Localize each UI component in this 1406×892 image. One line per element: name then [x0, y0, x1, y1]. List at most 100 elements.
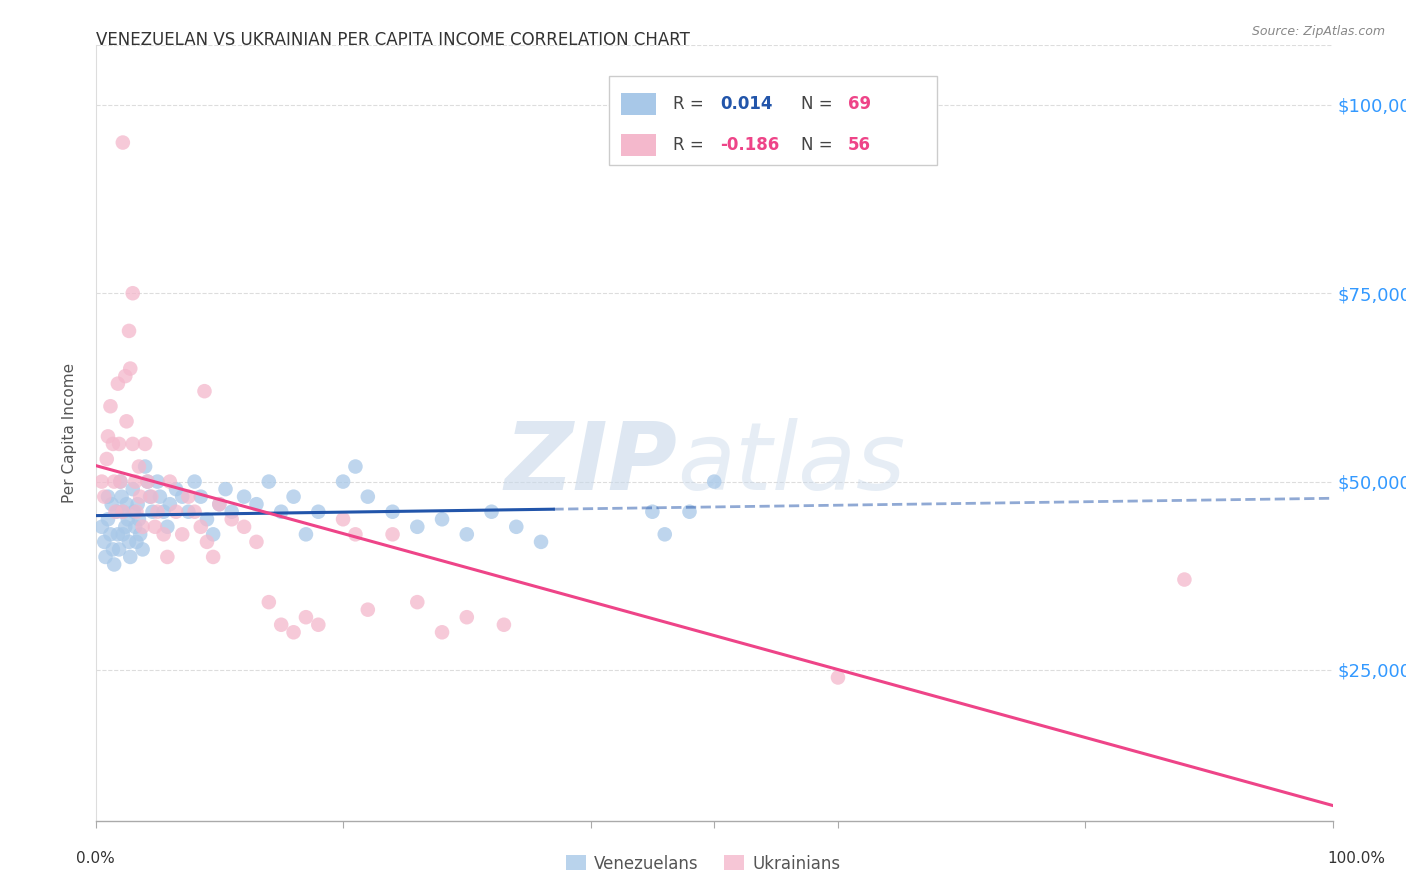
Point [202, 549, 225, 564]
Text: 0.014: 0.014 [720, 95, 773, 113]
Text: Source: ZipAtlas.com: Source: ZipAtlas.com [1251, 25, 1385, 38]
Point [97, 429, 120, 443]
Point [110, 475, 132, 489]
Point [270, 617, 292, 632]
Point [159, 475, 181, 489]
Point [195, 512, 218, 526]
Point [104, 505, 127, 519]
Point [129, 490, 152, 504]
Point [139, 490, 162, 504]
Point [143, 520, 166, 534]
Point [208, 497, 231, 511]
Point [107, 527, 129, 541]
Point [93, 490, 115, 504]
Point [307, 505, 329, 519]
Point [654, 527, 676, 541]
Text: -0.186: -0.186 [720, 136, 780, 154]
Point [108, 542, 131, 557]
Point [118, 324, 141, 338]
Point [156, 549, 179, 564]
Point [134, 437, 156, 451]
Point [1173, 573, 1195, 587]
Point [172, 490, 194, 504]
Y-axis label: Per Capita Income: Per Capita Income [62, 362, 77, 503]
Point [97, 512, 120, 526]
Point [357, 490, 380, 504]
Point [124, 520, 146, 534]
Point [307, 617, 329, 632]
Point [381, 527, 404, 541]
Point [90, 475, 112, 489]
Point [430, 512, 453, 526]
Point [257, 475, 280, 489]
Text: VENEZUELAN VS UKRAINIAN PER CAPITA INCOME CORRELATION CHART: VENEZUELAN VS UKRAINIAN PER CAPITA INCOM… [96, 31, 689, 49]
Text: R =: R = [673, 136, 704, 154]
Point [96, 452, 118, 467]
Point [195, 534, 218, 549]
Point [406, 595, 429, 609]
Point [641, 505, 664, 519]
Point [141, 490, 163, 504]
Point [177, 505, 200, 519]
Point [100, 497, 122, 511]
Point [283, 625, 305, 640]
Point [190, 490, 212, 504]
Point [105, 505, 128, 519]
Point [122, 505, 145, 519]
Point [127, 497, 149, 511]
Point [131, 520, 153, 534]
Point [93, 534, 115, 549]
Point [120, 549, 142, 564]
Point [190, 520, 212, 534]
Point [505, 520, 527, 534]
Point [118, 534, 141, 549]
Point [344, 459, 367, 474]
Text: 0.0%: 0.0% [76, 851, 115, 865]
Text: 69: 69 [848, 95, 870, 113]
Point [94, 549, 117, 564]
Point [193, 384, 215, 399]
Point [430, 625, 453, 640]
Point [134, 459, 156, 474]
Point [125, 534, 148, 549]
Point [481, 505, 503, 519]
Point [108, 437, 131, 451]
Point [114, 369, 136, 384]
Point [530, 534, 553, 549]
Point [111, 505, 134, 519]
Point [159, 497, 181, 511]
Text: atlas: atlas [678, 418, 905, 509]
Point [406, 520, 429, 534]
Point [110, 490, 132, 504]
Point [103, 475, 125, 489]
Point [114, 520, 136, 534]
Point [357, 602, 380, 616]
Point [124, 475, 146, 489]
Point [703, 475, 725, 489]
Point [103, 558, 125, 572]
Point [121, 286, 143, 301]
Point [165, 482, 187, 496]
Point [177, 490, 200, 504]
Point [202, 527, 225, 541]
Point [97, 490, 120, 504]
Point [183, 475, 205, 489]
Point [257, 595, 280, 609]
Point [115, 497, 138, 511]
Point [233, 490, 256, 504]
Point [156, 520, 179, 534]
Text: 100.0%: 100.0% [1327, 851, 1386, 865]
Point [146, 505, 169, 519]
Point [233, 520, 256, 534]
Point [101, 437, 124, 451]
Text: N =: N = [801, 136, 832, 154]
Point [121, 482, 143, 496]
Point [381, 505, 404, 519]
Point [283, 490, 305, 504]
Point [111, 136, 134, 150]
Point [100, 527, 122, 541]
Text: 56: 56 [848, 136, 870, 154]
Point [90, 520, 112, 534]
Point [128, 512, 150, 526]
Point [149, 490, 172, 504]
